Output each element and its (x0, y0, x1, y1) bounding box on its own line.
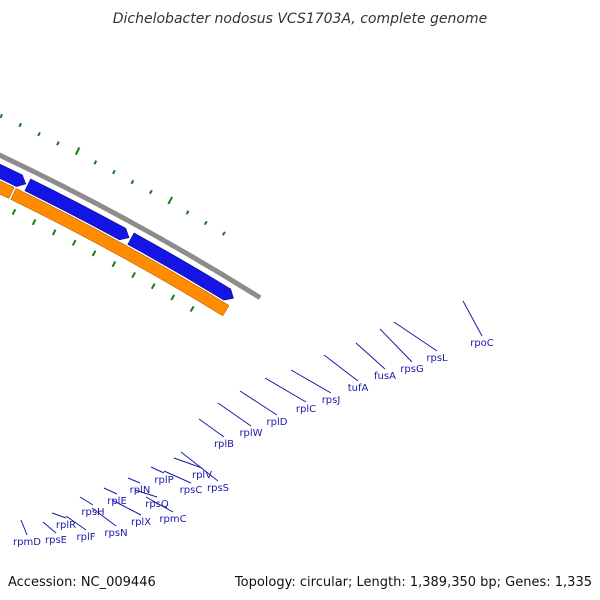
gene-label-rpsG: rpsG (400, 364, 423, 375)
outer-tick (56, 141, 60, 146)
inner-tick (31, 218, 37, 226)
inner-tick-track (11, 208, 195, 313)
inner-tick (71, 239, 77, 246)
inner-tick (170, 294, 176, 301)
map-title: Dichelobacter nodosus VCS1703A, complete… (113, 11, 487, 27)
gene-label-leader (150, 466, 165, 474)
gene-label-rpsQ: rpsQ (145, 499, 169, 510)
gene-label-fusA: fusA (374, 371, 396, 382)
gene-label-leader (79, 496, 94, 506)
backbone-track (0, 152, 262, 300)
gene-label-leader (198, 418, 225, 438)
gene-label-rpsC: rpsC (180, 485, 203, 496)
outer-tick (0, 113, 3, 119)
outer-tick (203, 220, 208, 226)
gene-label-leader (264, 377, 307, 403)
gene-arrow (127, 232, 234, 301)
gene-label-leader (379, 328, 413, 363)
gene-label-leader (134, 489, 158, 498)
gene-label-rplE: rplE (107, 496, 127, 507)
gene-label-rplF: rplF (77, 532, 96, 543)
gene-label-rpsJ: rpsJ (322, 395, 341, 406)
gene-label-rpsS: rpsS (207, 483, 229, 494)
gene-label-rplN: rplN (130, 485, 151, 496)
gene-label-leader (20, 519, 28, 536)
outer-tick (112, 169, 116, 175)
gene-label-rplP: rplP (154, 475, 173, 486)
gene-label-rpsH: rpsH (81, 507, 104, 518)
gene-label-rpsE: rpsE (45, 535, 67, 546)
gene-label-leader (111, 499, 142, 516)
gene-label-rplB: rplB (214, 439, 234, 450)
outer-tick (149, 189, 153, 195)
gene-label-leader (290, 369, 332, 394)
gene-label-rpoC: rpoC (470, 338, 494, 349)
outer-tick (93, 160, 98, 165)
gene-label-rpsN: rpsN (104, 528, 127, 539)
outer-tick (18, 122, 22, 128)
inner-tick (11, 208, 17, 216)
outer-tick-track (0, 113, 226, 236)
gene-label-leader (173, 457, 203, 469)
outer-tick (185, 210, 190, 215)
gene-label-leader (239, 390, 278, 416)
gene-label-rpmC: rpmC (159, 514, 186, 525)
gene-label-leader (103, 487, 118, 495)
gene-arrow (0, 163, 27, 187)
inner-tick (51, 229, 57, 236)
gene-label-rplR: rplR (56, 520, 76, 531)
gene-label-rplW: rplW (239, 428, 262, 439)
inner-tick (91, 250, 97, 257)
gene-label-leader (65, 515, 87, 531)
outer-tick (130, 179, 135, 185)
gene-label-leader (163, 470, 192, 484)
inner-tick (189, 305, 195, 313)
orf-track (0, 180, 230, 317)
outer-tick (74, 147, 81, 156)
gene-label-leader (355, 342, 386, 370)
gene-label-leader (42, 521, 57, 534)
orf-segment-orange (10, 188, 230, 317)
gene-label-leader (51, 512, 67, 519)
gene-label-leader (393, 321, 438, 352)
accession-text: Accession: NC_009446 (8, 575, 156, 590)
gene-label-rpsL: rpsL (426, 353, 448, 364)
gene-label-tufA: tufA (348, 383, 369, 394)
gene-label-leader (91, 507, 117, 527)
orf-segment-orange (0, 180, 15, 199)
forward-gene-track (0, 163, 234, 301)
backbone-arc (0, 152, 262, 300)
gene-label-leader (217, 402, 252, 427)
gene-label-rplV: rplV (192, 470, 212, 481)
gene-label-leader (180, 451, 219, 482)
gene-label-leader (145, 496, 174, 513)
inner-tick (131, 271, 136, 279)
inner-tick (150, 283, 156, 290)
outer-tick (37, 131, 41, 137)
gene-label-rpmD: rpmD (13, 537, 41, 548)
gene-label-leader (323, 354, 359, 382)
gene-label-rplD: rplD (267, 417, 288, 428)
gene-label-leader (127, 477, 141, 484)
genome-stats-text: Topology: circular; Length: 1,389,350 bp… (234, 575, 592, 590)
gene-label-rplX: rplX (131, 517, 151, 528)
gene-arrow (24, 178, 130, 241)
outer-tick (167, 196, 174, 205)
outer-tick (221, 231, 226, 236)
inner-tick (111, 260, 117, 268)
gene-label-rplC: rplC (296, 404, 316, 415)
gene-label-leader (462, 300, 483, 337)
